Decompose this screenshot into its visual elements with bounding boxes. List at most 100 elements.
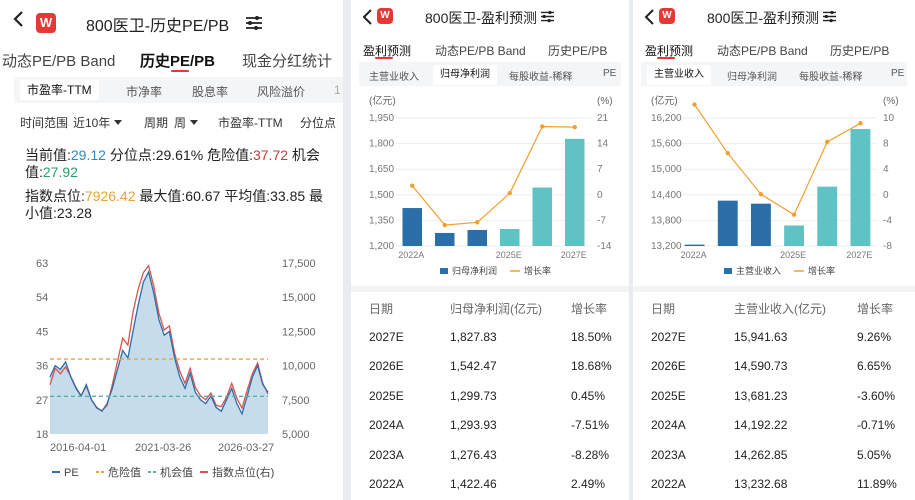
tab-history-pe[interactable]: 历史PE/PB bbox=[548, 44, 608, 58]
tab-profit-forecast[interactable]: 盈利预测 bbox=[363, 44, 412, 58]
bar bbox=[565, 138, 585, 246]
profit-forecast-panel: W 800医卫-盈利预测 盈利预测 动态PE/PB Band 历史PE/PB 主… bbox=[351, 0, 629, 500]
tab-dynamic-pe-band[interactable]: 动态PE/PB Band bbox=[435, 44, 526, 58]
y-right-tick: 21 bbox=[597, 113, 609, 124]
history-pe-panel: W 800医卫-历史PE/PB 动态PE/PB Band 历史PE/PB 现金分… bbox=[0, 0, 343, 500]
chevron-left-icon[interactable] bbox=[641, 7, 659, 27]
subtab-pe-ttm[interactable]: 市盈率-TTM bbox=[20, 80, 99, 100]
revenue-forecast-panel: W 800医卫-盈利预测 盈利预测 动态PE/PB Band 历史PE/PB 主… bbox=[633, 0, 915, 500]
subtab-eps[interactable]: 每股收益-稀释 bbox=[509, 72, 573, 83]
subtab-net-profit[interactable]: 归母净利润 bbox=[433, 65, 497, 85]
table-header: 日期 主营业收入(亿元) 增长率 bbox=[633, 298, 915, 326]
y-right-tick: 7,500 bbox=[282, 395, 310, 407]
cell-value: 1,827.83 bbox=[450, 330, 497, 344]
y-right-tick: -14 bbox=[597, 241, 612, 252]
cell-growth: 0.45% bbox=[571, 388, 606, 403]
growth-line bbox=[694, 104, 861, 216]
active-tab-underline bbox=[171, 70, 189, 72]
tab-history-pe[interactable]: 历史PE/PB bbox=[830, 44, 890, 58]
avg-value: 33.85 bbox=[270, 188, 306, 204]
subtab-risk-premium[interactable]: 风险溢价 bbox=[257, 85, 306, 99]
growth-point bbox=[858, 121, 863, 126]
table-header: 日期 归母净利润(亿元) 增长率 bbox=[351, 298, 629, 326]
cell-date: 2024A bbox=[369, 418, 404, 433]
subtab-pb[interactable]: 市净率 bbox=[126, 85, 163, 99]
cell-growth: 18.68% bbox=[571, 359, 612, 374]
subtab-net-profit[interactable]: 归母净利润 bbox=[727, 72, 777, 83]
table-row: 2027E 15,941.63 9.26% bbox=[633, 328, 915, 356]
y-left-tick: 1,800 bbox=[369, 139, 394, 150]
subtab-revenue[interactable]: 主营业收入 bbox=[647, 65, 711, 85]
tab-dynamic-pe-band[interactable]: 动态PE/PB Band bbox=[717, 44, 808, 58]
y-right-tick: 14 bbox=[597, 139, 609, 150]
growth-line bbox=[411, 125, 575, 226]
x-tick: 2027E bbox=[846, 250, 872, 260]
y-right-tick: 7 bbox=[597, 164, 603, 175]
cell-date: 2023A bbox=[369, 447, 404, 462]
subtab-pe[interactable]: PE bbox=[891, 68, 905, 79]
subtab-revenue[interactable]: 主营业收入 bbox=[369, 72, 419, 83]
y-right-tick: -7 bbox=[597, 215, 606, 226]
x-tick: 2022A bbox=[681, 250, 707, 260]
chevron-left-icon[interactable] bbox=[10, 9, 28, 29]
tab-dividend-stats[interactable]: 现金分红统计 bbox=[242, 53, 333, 70]
legend-label: 指数点位(右) bbox=[212, 465, 274, 479]
bar bbox=[817, 186, 838, 246]
bar bbox=[532, 187, 552, 246]
bar bbox=[500, 228, 520, 246]
pe-area bbox=[50, 271, 268, 434]
current-value: 29.12 bbox=[70, 147, 106, 163]
w-logo: W bbox=[377, 8, 393, 24]
cell-date: 2026E bbox=[651, 359, 686, 374]
legend-label: 机会值 bbox=[160, 465, 193, 479]
x-tick: 2025E bbox=[780, 250, 806, 260]
bar bbox=[750, 203, 771, 246]
y-right-tick: 5,000 bbox=[282, 429, 310, 441]
subtab-dividend-yield[interactable]: 股息率 bbox=[192, 85, 229, 99]
period-dropdown[interactable]: 周 bbox=[174, 114, 199, 131]
cell-date: 2024A bbox=[651, 418, 686, 433]
subtab-more[interactable]: 1 bbox=[334, 83, 341, 97]
y-left-unit: (亿元) bbox=[369, 94, 396, 107]
filter-bar: 时间范围 近10年 周期 周 市盈率-TTM 分位点 bbox=[0, 110, 343, 132]
cell-growth: 5.05% bbox=[857, 447, 892, 462]
pe-line bbox=[49, 270, 269, 416]
max-label: 最大值: bbox=[139, 188, 186, 204]
cell-value: 14,590.73 bbox=[734, 359, 788, 374]
percentile-value: 29.61% bbox=[155, 147, 204, 163]
title-bar: W 800医卫-历史PE/PB bbox=[0, 0, 343, 38]
chevron-left-icon[interactable] bbox=[359, 7, 377, 27]
settings-sliders-icon[interactable] bbox=[540, 10, 555, 23]
title-bar: W 800医卫-盈利预测 bbox=[351, 0, 629, 38]
settings-sliders-icon[interactable] bbox=[822, 10, 837, 23]
y-right-tick: 12,500 bbox=[282, 326, 316, 338]
growth-point bbox=[825, 139, 830, 145]
y-left-tick: 13,800 bbox=[651, 215, 682, 226]
tab-dynamic-pe-band[interactable]: 动态PE/PB Band bbox=[2, 53, 116, 70]
y-right-tick: 10,000 bbox=[282, 361, 316, 373]
legend-swatch bbox=[724, 268, 732, 274]
tab-history-pe[interactable]: 历史PE/PB bbox=[140, 53, 216, 70]
subtab-eps[interactable]: 每股收益-稀释 bbox=[799, 72, 863, 83]
stats-block: 当前值:29.12 分位点:29.61% 危险值:37.72 机会值:27.92… bbox=[25, 147, 325, 222]
page-title: 800医卫-盈利预测 bbox=[425, 10, 538, 26]
x-tick: 2026-03-27 bbox=[218, 442, 274, 454]
pe-history-chart: 63 54 45 36 27 18 17,500 15,000 12,500 10,000 7,50… bbox=[36, 258, 316, 479]
settings-sliders-icon[interactable] bbox=[245, 15, 263, 31]
cell-value: 1,422.46 bbox=[450, 477, 497, 491]
y-right-tick: 0 bbox=[883, 190, 889, 201]
y-left-tick: 1,650 bbox=[369, 164, 394, 175]
current-label: 当前值: bbox=[25, 147, 71, 163]
cell-growth: 增长率 bbox=[571, 302, 608, 316]
table-row: 2022A 1,422.46 2.49% bbox=[351, 475, 629, 500]
avg-label: 平均值: bbox=[224, 188, 271, 204]
range-dropdown[interactable]: 近10年 bbox=[73, 114, 123, 131]
subtab-pe[interactable]: PE bbox=[603, 68, 617, 79]
percentile-dropdown[interactable]: 分位点 bbox=[300, 116, 337, 130]
metric-dropdown[interactable]: 市盈率-TTM bbox=[218, 116, 283, 130]
title-bar: W 800医卫-盈利预测 bbox=[633, 0, 915, 38]
cell-date: 2025E bbox=[369, 388, 404, 403]
tab-profit-forecast[interactable]: 盈利预测 bbox=[645, 44, 694, 58]
cell-date: 2027E bbox=[651, 330, 686, 344]
cell-value: 15,941.63 bbox=[734, 330, 788, 344]
